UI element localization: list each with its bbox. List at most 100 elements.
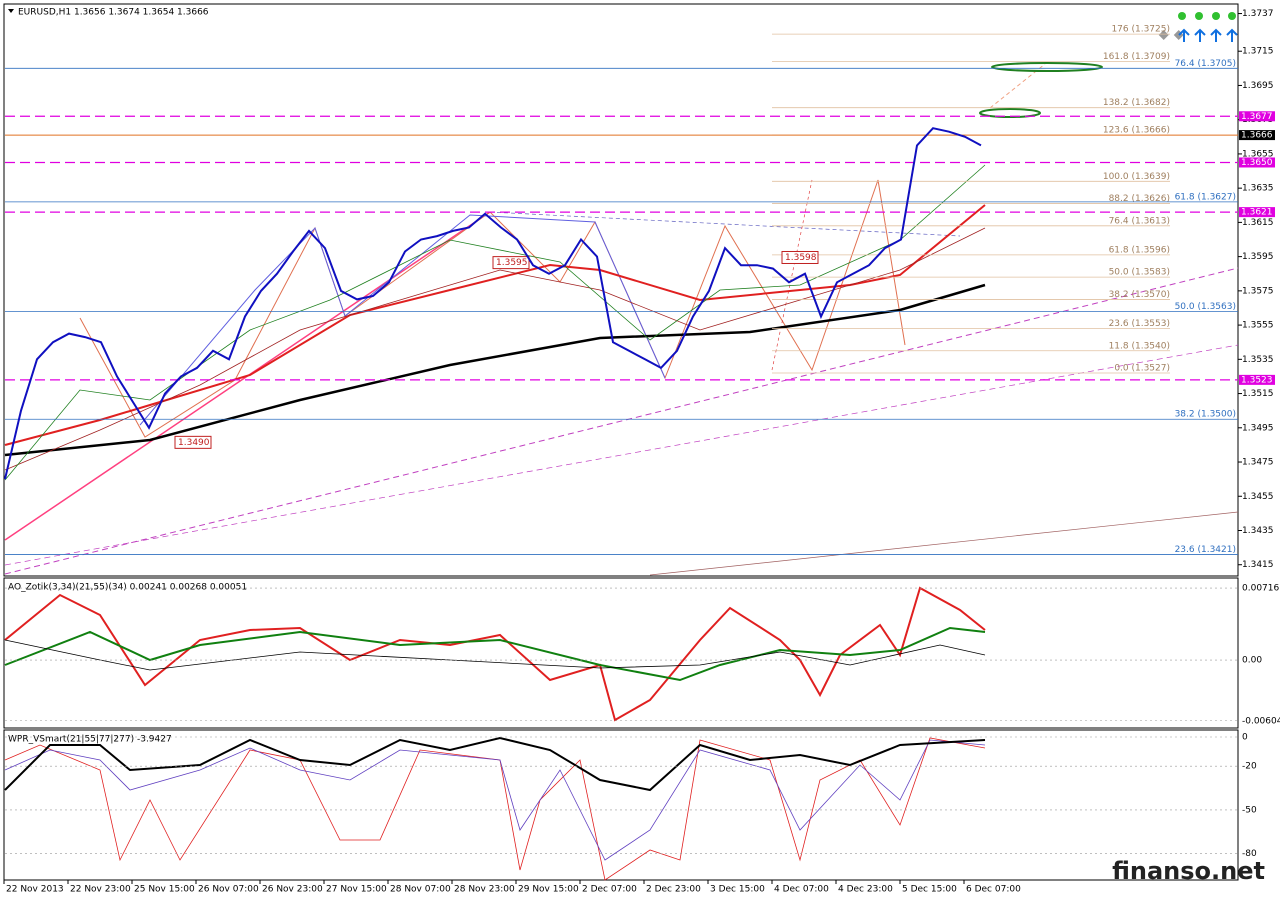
- sub-tick-label: -80: [1242, 849, 1257, 859]
- fib-label: 23.6 (1.3553): [1109, 319, 1170, 329]
- x-tick-label: 28 Nov 23:00: [454, 885, 515, 895]
- y-tick-label: 1.3475: [1242, 458, 1274, 468]
- y-tick-label: 1.3715: [1242, 47, 1274, 57]
- axis-tag: [1239, 207, 1275, 218]
- trendline: [771, 179, 813, 371]
- level-label: 38.2 (1.3500): [1175, 410, 1236, 420]
- price-label: 1.3595: [496, 258, 528, 268]
- main-window: [3, 3, 1239, 577]
- wpr-slow: [4, 736, 986, 792]
- x-tick-label: 22 Nov 23:00: [70, 885, 131, 895]
- axis-tag-label: 1.3677: [1241, 112, 1273, 122]
- axis-tag-label: 1.3666: [1241, 131, 1273, 141]
- y-tick-label: 1.3555: [1242, 321, 1274, 331]
- y-tick-label: 1.3655: [1242, 149, 1274, 159]
- price-label-box: [781, 250, 819, 264]
- ao-window: [3, 577, 1239, 729]
- menu-arrow: [8, 9, 14, 13]
- fib-label: 11.8 (1.3540): [1109, 341, 1170, 351]
- level-label: 23.6 (1.3421): [1175, 545, 1236, 555]
- x-tick-label: 2 Dec 07:00: [582, 885, 637, 895]
- fib-label: 61.8 (1.3596): [1109, 245, 1170, 255]
- price-line: [4, 127, 982, 480]
- price-label-box: [492, 256, 530, 270]
- sub-tick-label: -20: [1242, 762, 1257, 772]
- wpr-header: WPR_VSmart(21|55|77|277) -3.9427: [8, 735, 172, 745]
- trendline: [4, 344, 1239, 566]
- arrows: [1178, 28, 1238, 42]
- target-ellipse: [979, 108, 1041, 118]
- status-dot: [1228, 12, 1236, 20]
- trendline: [649, 511, 1239, 576]
- level-label: 76.4 (1.3705): [1175, 59, 1236, 69]
- trendline: [489, 211, 961, 237]
- axis-tag-label: 1.3523: [1241, 375, 1273, 385]
- price-label: 1.3598: [785, 253, 817, 263]
- status-dot: [1212, 12, 1220, 20]
- axis-tag: [1239, 111, 1275, 122]
- status-dot: [1195, 12, 1203, 20]
- x-tick-label: 27 Nov 15:00: [326, 885, 387, 895]
- ao-signal: [4, 626, 986, 682]
- target-ellipse: [991, 62, 1103, 72]
- ao-header: AO_Zotik(3,34)(21,55)(34) 0.00241 0.0026…: [8, 583, 247, 593]
- y-tick-label: 1.3415: [1242, 560, 1274, 570]
- axis-tag-label: 1.3650: [1241, 158, 1273, 168]
- x-tick-label: 26 Nov 23:00: [262, 885, 323, 895]
- wpr-window: [3, 729, 1239, 881]
- axis-tag: [1239, 157, 1275, 168]
- drawings: [4, 62, 1239, 881]
- fib-label: 88.2 (1.3626): [1109, 194, 1170, 204]
- sub-tick-label: 0: [1242, 733, 1248, 743]
- y-tick-label: 1.3695: [1242, 81, 1274, 91]
- x-tick-label: 3 Dec 15:00: [710, 885, 765, 895]
- chart-header: EURUSD,H1 1.3656 1.3674 1.3654 1.3666: [18, 8, 209, 18]
- status-dot: [1178, 12, 1186, 20]
- price-label: 1.3490: [178, 438, 210, 448]
- x-tick-label: 29 Nov 15:00: [518, 885, 579, 895]
- y-tick-label: 1.3595: [1242, 252, 1274, 262]
- wpr-mid: [4, 739, 986, 861]
- fib-label: 176 (1.3725): [1111, 25, 1170, 35]
- level-label: 50.0 (1.3563): [1175, 302, 1236, 312]
- x-tick-label: 6 Dec 07:00: [966, 885, 1021, 895]
- watermark: finanso.net: [1112, 857, 1265, 885]
- fib-label: 161.8 (1.3709): [1103, 52, 1170, 62]
- fib-label: 138.2 (1.3682): [1103, 98, 1170, 108]
- y-tick-label: 1.3495: [1242, 423, 1274, 433]
- axis-tag: [1239, 130, 1275, 141]
- y-tick-label: 1.3435: [1242, 526, 1274, 536]
- x-tick-label: 28 Nov 07:00: [390, 885, 451, 895]
- sub-tick-label: -0.00604: [1242, 716, 1280, 726]
- ma-slow: [4, 283, 986, 457]
- x-tick-label: 26 Nov 07:00: [198, 885, 259, 895]
- toolbar-icons: [1158, 12, 1238, 42]
- fib-label: 50.0 (1.3583): [1109, 268, 1170, 278]
- y-tick-label: 1.3635: [1242, 184, 1274, 194]
- x-tick-label: 25 Nov 15:00: [134, 885, 195, 895]
- zigzag: [139, 214, 666, 426]
- sub-tick-label: 0.00: [1242, 656, 1262, 666]
- price-label-box: [174, 435, 212, 449]
- y-tick-label: 1.3615: [1242, 218, 1274, 228]
- fib-label: 38.2 (1.3570): [1109, 290, 1170, 300]
- y-tick-label: 1.3535: [1242, 355, 1274, 365]
- y-tick-label: 1.3737: [1242, 9, 1274, 19]
- fib-label: 76.4 (1.3613): [1109, 216, 1170, 226]
- fib-label: 100.0 (1.3639): [1103, 172, 1170, 182]
- x-tick-label: 4 Dec 23:00: [838, 885, 893, 895]
- axis-tag-label: 1.3621: [1241, 208, 1273, 218]
- axis-tag: [1239, 374, 1275, 385]
- x-tick-label: 2 Dec 23:00: [646, 885, 701, 895]
- trendline: [4, 267, 1239, 575]
- sub-tick-label: -50: [1242, 805, 1257, 815]
- x-tick-label: 22 Nov 2013: [6, 885, 64, 895]
- ao-ma: [4, 639, 986, 671]
- y-tick-label: 1.3455: [1242, 492, 1274, 502]
- y-tick-label: 1.3515: [1242, 389, 1274, 399]
- level-label: 61.8 (1.3627): [1175, 192, 1236, 202]
- x-tick-label: 4 Dec 07:00: [774, 885, 829, 895]
- fib-label: 123.6 (1.3666): [1103, 126, 1170, 136]
